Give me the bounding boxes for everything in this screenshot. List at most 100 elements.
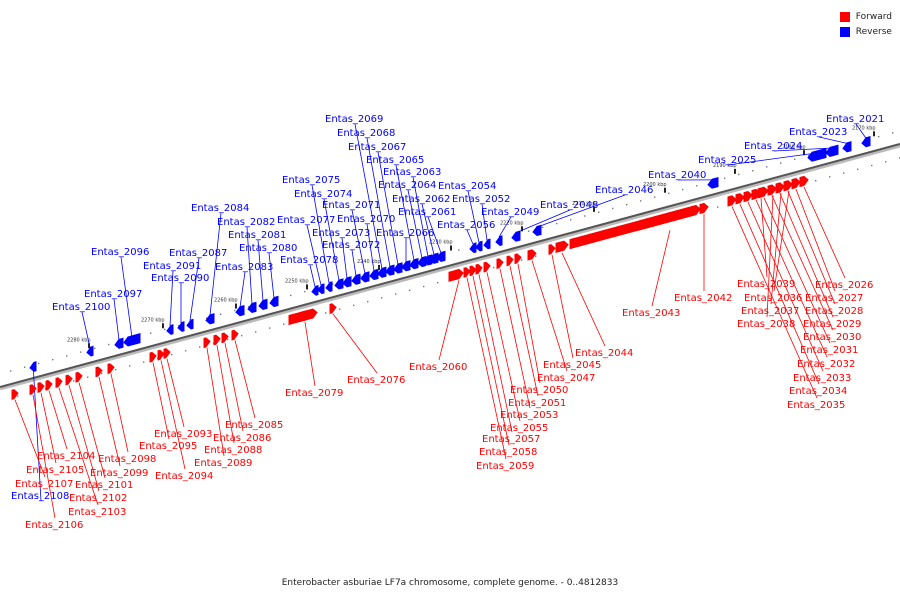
forward-gene [37, 382, 45, 393]
track-dot [458, 249, 460, 251]
forward-leader [224, 342, 244, 432]
forward-leader [561, 252, 606, 347]
gene-label-forward: Entas_2034 [789, 386, 847, 397]
gene-label-forward: Entas_2036 [744, 293, 802, 304]
scale-tick [593, 206, 595, 212]
forward-gene [799, 175, 809, 188]
gene-label-reverse: Entas_2077 [277, 215, 335, 226]
scale-tick [450, 245, 452, 251]
reverse-gene [377, 266, 387, 278]
gene-label-reverse: Entas_2052 [452, 194, 510, 205]
reverse-gene [483, 238, 491, 250]
forward-leader [110, 373, 129, 453]
track-dot [108, 343, 110, 346]
track-dot [528, 230, 530, 232]
track-dot [94, 347, 96, 350]
forward-gene [475, 263, 483, 275]
reverse-leader [354, 123, 383, 270]
reverse-leader [120, 256, 133, 338]
track-dot [325, 312, 327, 314]
track-dot [80, 351, 82, 353]
forward-leader [763, 197, 831, 344]
reverse-leader [395, 164, 415, 261]
gene-label-forward: Entas_2045 [543, 360, 601, 371]
legend-reverse: Reverse [839, 24, 892, 39]
gene-label-forward: Entas_2058 [479, 447, 537, 458]
reverse-leader [407, 189, 423, 259]
gene-label-forward: Entas_2037 [741, 306, 799, 317]
gene-label-forward: Entas_2089 [194, 458, 252, 469]
track-dot [199, 346, 201, 348]
track-dot [283, 323, 285, 325]
gene-label-reverse: Entas_2066 [376, 228, 434, 239]
gene-label-forward: Entas_2088 [204, 445, 262, 456]
track-dot [640, 200, 642, 202]
reverse-leader [351, 209, 366, 274]
track-dot [542, 226, 544, 229]
forward-gene [55, 377, 63, 389]
track-dot [171, 353, 173, 356]
reverse-gene [177, 321, 185, 332]
reverse-gene [325, 281, 333, 292]
track-dot [612, 207, 614, 210]
forward-leader [40, 392, 57, 464]
track-dot [38, 362, 40, 365]
reverse-leader [855, 123, 867, 139]
track-dot [381, 297, 383, 299]
legend: Forward Reverse [839, 9, 892, 39]
scale-tick [306, 284, 308, 290]
gene-label-forward: Entas_2029 [803, 319, 861, 330]
forward-gene [727, 195, 737, 207]
forward-gene [75, 371, 83, 383]
reverse-gene [401, 260, 411, 272]
gene-label-forward: Entas_2076 [347, 375, 405, 386]
track-dot [10, 370, 12, 372]
track-dot [857, 168, 859, 171]
reverse-gene [385, 264, 395, 276]
reverse-leader [311, 184, 330, 284]
forward-leader [795, 189, 836, 292]
reverse-gene [369, 268, 379, 281]
reverse-gene [114, 337, 124, 349]
gene-label-forward: Entas_2031 [800, 345, 858, 356]
gene-label-forward: Entas_2098 [98, 454, 156, 465]
reverse-gene [469, 242, 477, 254]
gene-label-forward: Entas_2027 [805, 293, 863, 304]
forward-gene [65, 374, 73, 386]
forward-leader [58, 387, 99, 506]
gene-label-reverse: Entas_2067 [348, 142, 406, 153]
reverse-gene [86, 345, 94, 357]
gene-label-reverse: Entas_2061 [398, 207, 456, 218]
scale-tick [734, 168, 736, 174]
track-dot [871, 164, 873, 167]
reverse-leader [481, 203, 488, 241]
gene-label-forward: Entas_2095 [139, 441, 197, 452]
reverse-leader [309, 264, 316, 287]
map-caption: Enterobacter asburiae LF7a chromosome, c… [281, 578, 619, 588]
scale-label: 2210 kbp [572, 201, 596, 207]
forward-gene [555, 240, 569, 254]
forward-leader [771, 195, 834, 331]
gene-label-forward: Entas_2079 [285, 388, 343, 399]
track-dot [66, 355, 68, 357]
scale-label: 2200 kbp [643, 182, 667, 188]
scale-tick [162, 323, 164, 329]
track-dot [178, 324, 180, 327]
forward-leader [509, 266, 539, 397]
forward-swatch [839, 11, 850, 22]
forward-leader [166, 358, 185, 428]
gene-label-reverse: Entas_2023 [789, 127, 847, 138]
gene-label-forward: Entas_2042 [674, 293, 732, 304]
reverse-leader [246, 226, 253, 305]
track-dot [584, 215, 586, 217]
gene-label-forward: Entas_2032 [797, 359, 855, 370]
reverse-leader [498, 216, 512, 238]
reverse-gene [360, 271, 370, 283]
track-dot [101, 372, 103, 375]
gene-label-reverse: Entas_2082 [217, 217, 275, 228]
reverse-gene [825, 144, 839, 157]
track-dot [437, 282, 439, 284]
gene-label-reverse: Entas_2071 [322, 200, 380, 211]
gene-label-reverse: Entas_2025 [698, 155, 756, 166]
